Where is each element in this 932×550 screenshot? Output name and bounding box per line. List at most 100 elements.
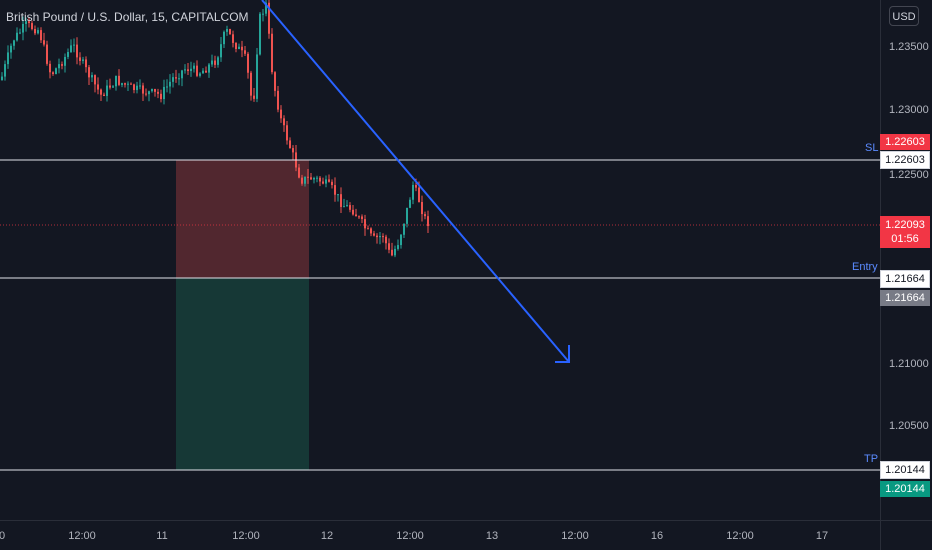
- candle-body: [202, 70, 204, 74]
- candle-body: [55, 68, 57, 75]
- candle-body: [82, 59, 84, 61]
- candle-body: [232, 34, 234, 43]
- candle-body: [292, 148, 294, 153]
- candle-body: [46, 44, 48, 64]
- candle-body: [157, 91, 159, 94]
- candle-body: [106, 85, 108, 96]
- candle-body: [388, 243, 390, 250]
- candle-body: [427, 216, 429, 227]
- candle-body: [268, 2, 270, 34]
- risk-zone[interactable]: [176, 160, 309, 278]
- price-tick: 1.20500: [889, 420, 929, 432]
- candles-group: [1, 0, 429, 258]
- candle-body: [214, 60, 216, 65]
- candle-body: [178, 78, 180, 80]
- price-axis[interactable]: 1.23500 1.23000 1.22500 1.21000 1.20500: [880, 0, 932, 520]
- candle-body: [109, 85, 111, 88]
- candle-body: [52, 72, 54, 75]
- candle-body: [373, 233, 375, 236]
- chart-canvas[interactable]: British Pound / U.S. Dollar, 15, CAPITAL…: [0, 0, 880, 520]
- candle-body: [70, 45, 72, 53]
- candle-body: [61, 64, 63, 66]
- currency-button[interactable]: USD: [889, 6, 919, 26]
- candle-body: [91, 75, 93, 78]
- sl-label: SL: [865, 142, 879, 154]
- candle-body: [181, 70, 183, 79]
- candle-body: [235, 42, 237, 50]
- time-tick: 12: [320, 530, 334, 542]
- candle-body: [58, 64, 60, 69]
- candle-body: [229, 29, 231, 35]
- candle-body: [352, 209, 354, 215]
- candle-body: [4, 64, 6, 77]
- candle-body: [250, 72, 252, 96]
- candle-body: [112, 86, 114, 88]
- candle-body: [220, 44, 222, 58]
- candle-body: [223, 31, 225, 45]
- tp-price-label: 1.20144: [880, 461, 930, 479]
- current-price: 1.22093: [885, 219, 925, 231]
- reward-zone[interactable]: [176, 278, 309, 470]
- candle-body: [349, 205, 351, 210]
- candle-body: [160, 93, 162, 100]
- symbol-title[interactable]: British Pound / U.S. Dollar, 15, CAPITAL…: [6, 10, 249, 24]
- price-tick: 1.23500: [889, 41, 929, 53]
- candle-body: [334, 185, 336, 195]
- candle-body: [331, 181, 333, 186]
- candle-body: [418, 187, 420, 203]
- time-tick: 13: [485, 530, 499, 542]
- candle-body: [307, 176, 309, 178]
- candle-body: [283, 118, 285, 126]
- candle-body: [355, 214, 357, 217]
- current-price-badge: 1.22093 01:56: [880, 216, 930, 248]
- candle-body: [133, 84, 135, 91]
- candle-body: [310, 177, 312, 180]
- candle-body: [187, 69, 189, 72]
- candle-body: [415, 184, 417, 188]
- candle-body: [10, 45, 12, 53]
- candle-body: [397, 245, 399, 249]
- candle-body: [34, 29, 36, 34]
- time-tick: 11: [156, 530, 168, 542]
- candle-body: [40, 30, 42, 41]
- candle-body: [319, 177, 321, 182]
- candle-body: [289, 140, 291, 149]
- candle-body: [328, 179, 330, 182]
- time-axis[interactable]: 0 12:00 11 12:00 12 12:00 13 12:00 16 12…: [0, 520, 880, 550]
- candle-body: [127, 83, 129, 85]
- candle-body: [271, 33, 273, 73]
- price-chart[interactable]: [0, 0, 880, 520]
- candle-body: [343, 206, 345, 208]
- candle-body: [193, 65, 195, 69]
- candle-body: [166, 86, 168, 88]
- candle-body: [313, 178, 315, 180]
- candle-body: [37, 30, 39, 34]
- candle-body: [1, 76, 3, 80]
- candle-body: [382, 236, 384, 238]
- price-tick: 1.21000: [889, 358, 929, 370]
- candle-body: [208, 64, 210, 73]
- price-tick: 1.22500: [889, 169, 929, 181]
- entry-price-label: 1.21664: [880, 270, 930, 288]
- candle-body: [361, 216, 363, 220]
- price-tick: 1.23000: [889, 104, 929, 116]
- down-right-arrow-icon[interactable]: [261, 0, 570, 363]
- candle-body: [394, 248, 396, 256]
- candle-body: [316, 177, 318, 179]
- candle-body: [358, 216, 360, 218]
- time-tick: 0: [0, 530, 6, 542]
- entry-label: Entry: [852, 261, 878, 273]
- candle-body: [13, 40, 15, 46]
- candle-body: [256, 54, 258, 99]
- candle-body: [409, 199, 411, 208]
- candle-body: [28, 21, 30, 24]
- candle-body: [205, 70, 207, 73]
- candle-body: [85, 59, 87, 68]
- candle-body: [367, 228, 369, 230]
- time-tick: 12:00: [68, 530, 96, 542]
- candle-body: [385, 236, 387, 244]
- candle-body: [25, 21, 27, 24]
- candle-body: [364, 219, 366, 229]
- candle-body: [370, 228, 372, 234]
- candle-body: [412, 184, 414, 200]
